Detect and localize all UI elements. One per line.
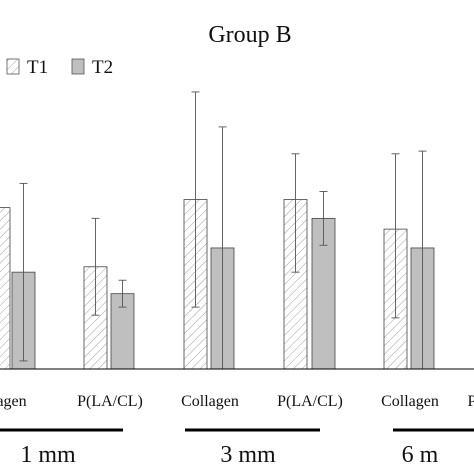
group-label-1: 3 mm bbox=[220, 442, 276, 468]
group-label-0: 1 mm bbox=[20, 442, 76, 468]
legend-label-t2: T2 bbox=[92, 57, 113, 78]
bars-layer bbox=[0, 199, 435, 370]
legend-swatch-t1 bbox=[6, 58, 20, 75]
error-bars-layer bbox=[19, 91, 427, 370]
tick-label-4: Collagen bbox=[381, 393, 439, 410]
tick-label-1: P(LA/CL) bbox=[77, 393, 143, 410]
tick-label-3: P(LA/CL) bbox=[277, 393, 343, 410]
tick-label-5: P bbox=[468, 393, 474, 410]
bar-t1-0 bbox=[0, 207, 11, 370]
tick-label-0: lagen bbox=[0, 393, 27, 410]
group-label-2: 6 m bbox=[402, 442, 439, 468]
legend: T1 T2 bbox=[6, 57, 113, 78]
tick-labels: lagen P(LA/CL) Collagen P(LA/CL) Collagen P bbox=[0, 393, 474, 410]
chart-title: Group B bbox=[208, 22, 291, 48]
legend-swatch-t2 bbox=[71, 58, 85, 75]
legend-label-t1: T1 bbox=[27, 57, 48, 78]
group-labels: 1 mm 3 mm 6 m bbox=[0, 428, 474, 468]
tick-label-2: Collagen bbox=[181, 393, 239, 410]
